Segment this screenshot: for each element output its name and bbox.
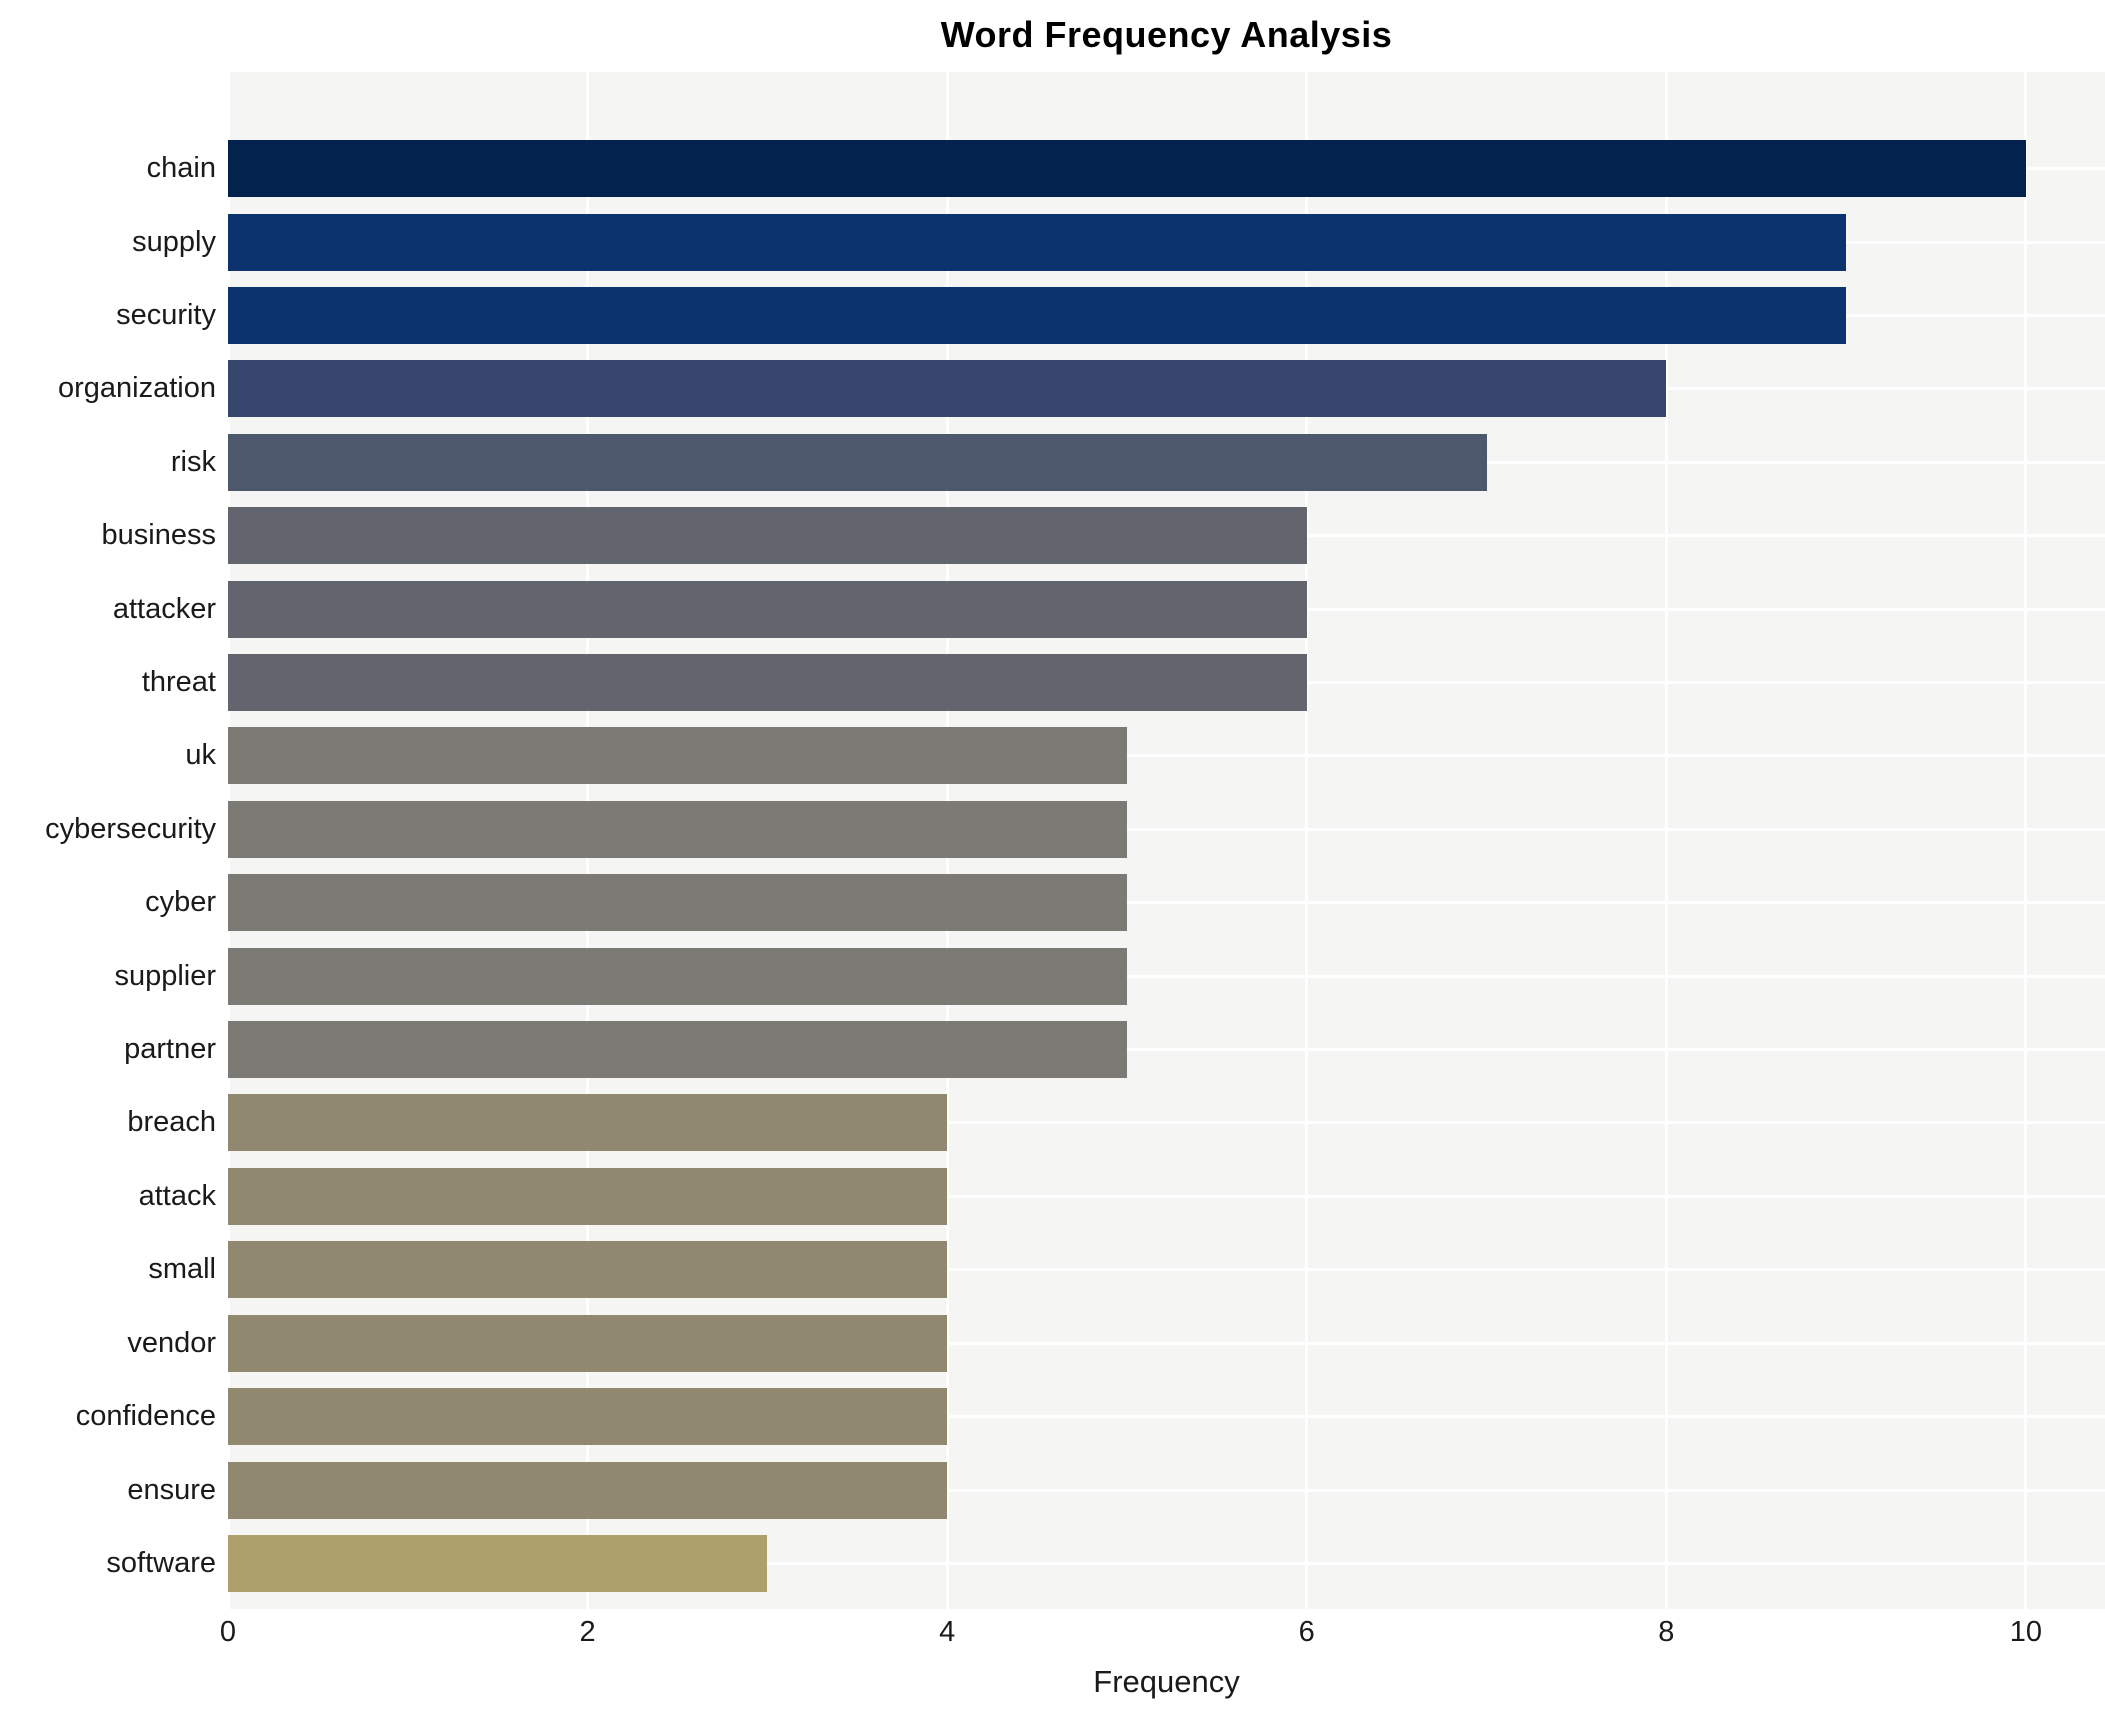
ytick-label-breach: breach [127,1106,216,1139]
xtick-label-0: 0 [219,1616,237,1648]
bar-supplier [228,947,1127,1005]
ytick-label-organization: organization [58,372,216,405]
ytick-label-attacker: attacker [112,592,216,625]
bar-attack [228,1167,948,1225]
bar-supply [228,213,1847,271]
bar-row-attacker [228,572,2105,645]
bar-row-cyber [228,866,2105,939]
bar-row-confidence [228,1380,2105,1453]
gridline-x-10 [2024,72,2028,1609]
bar-row-cybersecurity [228,793,2105,866]
gridline-y-cyber [228,901,2105,905]
gridline-y-vendor [228,1341,2105,1345]
bar-row-vendor [228,1307,2105,1380]
bar-small [228,1241,948,1299]
gridline-y-cybersecurity [228,827,2105,831]
ytick-label-uk: uk [185,739,216,772]
x-axis-label: Frequency [1093,1664,1240,1699]
bar-ensure [228,1461,948,1519]
xtick-label-6: 6 [1298,1616,1315,1648]
gridline-y-attack [228,1194,2105,1198]
bar-row-breach [228,1086,2105,1159]
xtick-label-2: 2 [579,1616,596,1648]
ytick-label-risk: risk [170,445,216,478]
bar-row-risk [228,426,2105,499]
bar-business [228,507,1307,565]
bar-software [228,1534,768,1592]
bar-attacker [228,580,1307,638]
xtick-label-10: 10 [2009,1616,2043,1648]
gridline-y-confidence [228,1415,2105,1419]
ytick-label-confidence: confidence [75,1400,216,1433]
bar-row-threat [228,646,2105,719]
xtick-label-8: 8 [1658,1616,1675,1648]
ytick-label-software: software [106,1546,216,1579]
bar-breach [228,1094,948,1152]
ytick-label-cybersecurity: cybersecurity [45,812,216,845]
bar-row-small [228,1233,2105,1306]
gridline-y-uk [228,754,2105,758]
bar-partner [228,1021,1127,1079]
bar-row-uk [228,719,2105,792]
gridline-y-supplier [228,974,2105,978]
bar-row-security [228,279,2105,352]
bar-cyber [228,874,1127,932]
bar-uk [228,727,1127,785]
bar-row-ensure [228,1453,2105,1526]
ytick-label-vendor: vendor [127,1326,216,1359]
bar-chain [228,140,2026,198]
bar-row-supply [228,205,2105,278]
y-axis-labels: chain supply security organization risk busin… [0,132,216,1600]
bar-row-partner [228,1013,2105,1086]
ytick-label-threat: threat [141,666,216,699]
ytick-label-partner: partner [124,1033,216,1066]
chart-title: Word Frequency Analysis [940,14,1393,55]
bar-vendor [228,1314,948,1372]
bar-row-organization [228,352,2105,425]
ytick-label-security: security [116,299,216,332]
gridline-y-breach [228,1121,2105,1125]
ytick-label-business: business [101,519,216,552]
gridline-y-partner [228,1048,2105,1052]
ytick-label-cyber: cyber [145,886,216,919]
ytick-label-ensure: ensure [127,1473,216,1506]
bar-organization [228,360,1667,418]
bar-security [228,287,1847,345]
x-axis-ticks: 0 2 4 6 8 10 [0,1616,2105,1656]
ytick-label-attack: attack [138,1179,216,1212]
bar-row-attack [228,1160,2105,1233]
gridline-x-6 [1305,72,1309,1609]
bar-cybersecurity [228,800,1127,858]
bar-row-business [228,499,2105,572]
bar-threat [228,654,1307,712]
bar-risk [228,433,1487,491]
gridline-y-ensure [228,1488,2105,1492]
ytick-label-chain: chain [146,152,216,185]
plot-area [228,72,2105,1609]
ytick-label-supply: supply [132,225,216,258]
gridline-x-8 [1664,72,1668,1609]
ytick-label-supplier: supplier [114,959,216,992]
ytick-label-small: small [148,1253,216,1286]
gridline-y-software [228,1561,2105,1565]
bar-confidence [228,1388,948,1446]
bar-rows [228,132,2105,1600]
gridline-y-small [228,1268,2105,1272]
bar-row-software [228,1527,2105,1600]
xtick-label-4: 4 [939,1616,956,1648]
bar-row-supplier [228,939,2105,1012]
bar-row-chain [228,132,2105,205]
